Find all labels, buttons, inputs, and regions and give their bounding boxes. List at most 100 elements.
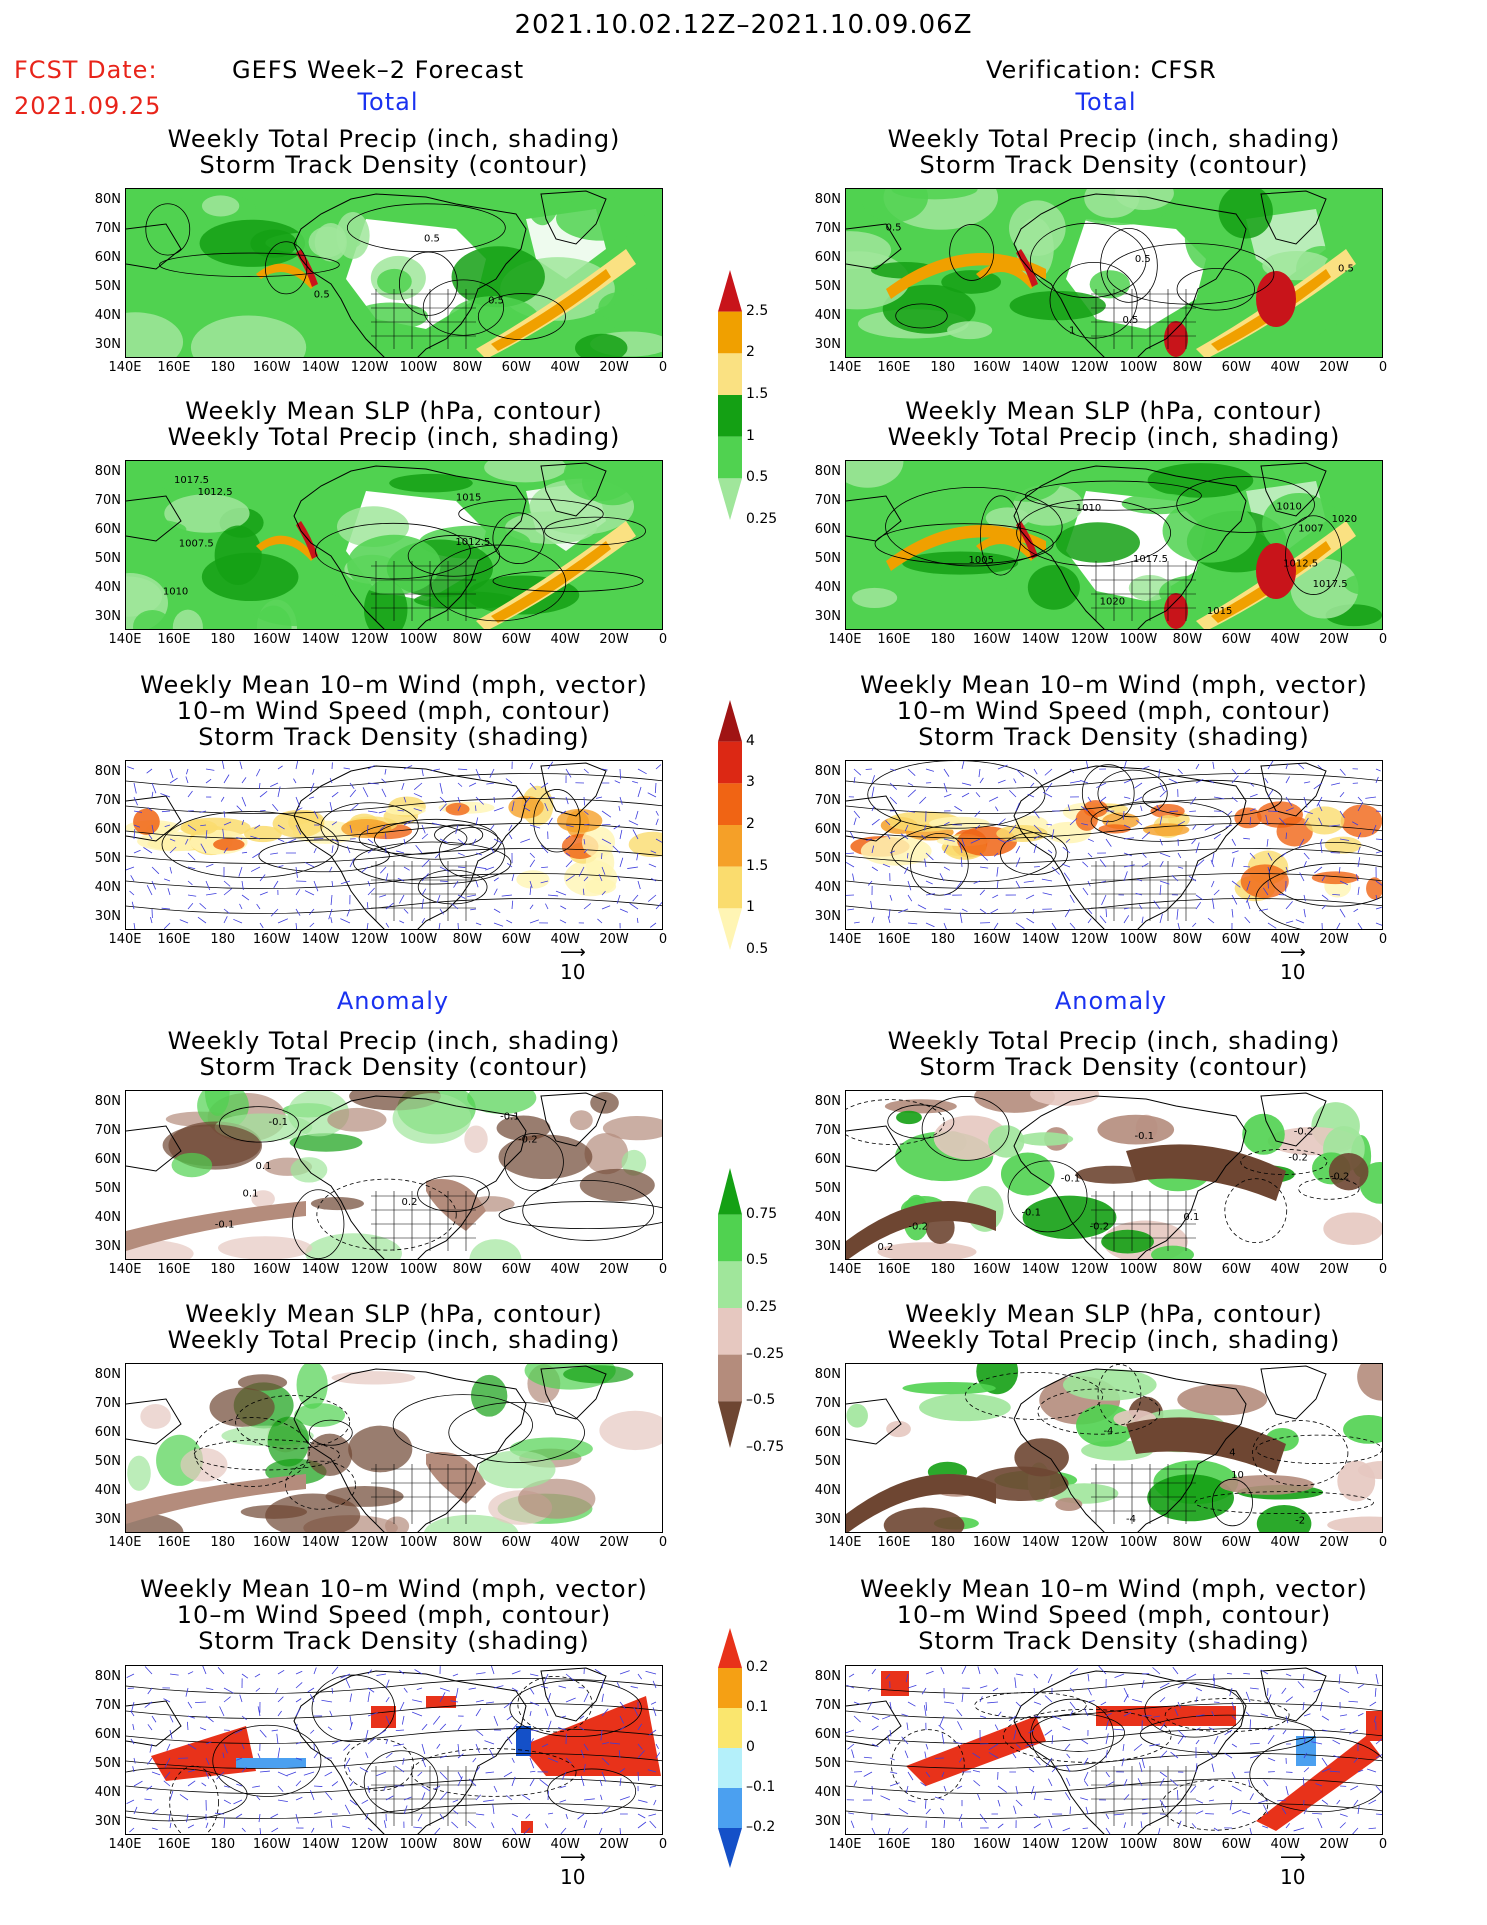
map-shading (846, 1364, 1382, 1532)
contour-label: -0.2 (908, 1222, 928, 1233)
lon-label: 120W (1070, 932, 1109, 947)
contour-label: -0.1 (1135, 1131, 1155, 1142)
lon-label: 140E (108, 1262, 142, 1277)
cfsr-panel-2-title-line-1: Weekly Mean SLP (hPa, contour) (905, 397, 1323, 425)
lat-label: 40N (94, 1483, 121, 1498)
colorbar-label: 1 (746, 427, 755, 444)
gefs-panel-5-title-line-1: Weekly Mean SLP (hPa, contour) (185, 1300, 603, 1328)
lat-label: 70N (94, 793, 121, 808)
lon-label: 80W (1172, 1535, 1203, 1550)
colorbar-swatch (718, 478, 742, 520)
map-shading (846, 1091, 1382, 1259)
contour-label: -0.1 (1021, 1207, 1041, 1218)
lat-label: 40N (814, 1785, 841, 1800)
contour-label: -2 (1295, 1515, 1305, 1526)
lat-label: 60N (814, 1152, 841, 1167)
lon-label: 100W (1119, 1535, 1158, 1550)
lon-label: 20W (599, 1262, 629, 1277)
colorbar-label: –0.5 (746, 1392, 776, 1409)
contour-label: 0.5 (1135, 254, 1151, 265)
lon-label: 160E (157, 1837, 191, 1852)
colorbar-label: 2.5 (746, 302, 769, 319)
lat-label: 60N (94, 1425, 121, 1440)
lon-label: 140W (1021, 1837, 1060, 1852)
gefs-anomaly-map-5 (125, 1363, 663, 1533)
lon-label: 180 (210, 1262, 236, 1277)
lon-label: 100W (1119, 360, 1158, 375)
right-column-title: Verification: CFSR (986, 56, 1217, 84)
right-section-anomaly: Anomaly (1054, 987, 1168, 1015)
lon-label: 0 (1378, 632, 1388, 647)
contour-label: 1020 (1100, 596, 1125, 607)
lon-label: 100W (399, 360, 438, 375)
contours (218, 1106, 662, 1259)
lon-label: 120W (350, 1535, 389, 1550)
lon-label: 160W (252, 932, 291, 947)
gefs-panel-5-title-line-2: Weekly Total Precip (inch, shading) (167, 1326, 621, 1354)
gefs-panel-1-title-line-2: Storm Track Density (contour) (199, 151, 589, 179)
contour-label: 1012.5 (1283, 558, 1318, 569)
lon-label: 160W (252, 360, 291, 375)
lat-label: 60N (94, 250, 121, 265)
lat-label: 30N (94, 609, 121, 624)
lon-label: 140W (301, 932, 340, 947)
lat-label: 50N (814, 1181, 841, 1196)
contour-label: 0.5 (886, 223, 902, 234)
colorbar-swatch (718, 1748, 742, 1788)
cfsr-panel-5-title-line-2: Weekly Total Precip (inch, shading) (887, 1326, 1341, 1354)
lat-label: 80N (814, 764, 841, 779)
vector-reference: ⟶ 10 (560, 1847, 586, 1890)
contour-label: 1010 (1076, 503, 1101, 514)
lon-label: 180 (210, 360, 236, 375)
cfsr-panel-3-title-line-1: Weekly Mean 10–m Wind (mph, vector) (860, 671, 1368, 699)
lon-label: 160E (877, 632, 911, 647)
lon-label: 20W (1319, 1837, 1349, 1852)
colorbar-label: 0.1 (746, 1699, 769, 1715)
contour-label: -0.2 (1090, 1222, 1110, 1233)
gefs-panel-6-title-line-1: Weekly Mean 10–m Wind (mph, vector) (140, 1575, 648, 1603)
lat-label: 50N (94, 1756, 121, 1771)
lon-label: 140E (828, 1837, 862, 1852)
colorbar-swatch (718, 908, 742, 950)
contour-label: -0.2 (1288, 1152, 1308, 1163)
lat-label: 50N (94, 1181, 121, 1196)
gefs-panel-6-title-line-2: 10–m Wind Speed (mph, contour) (176, 1601, 612, 1629)
lon-label: 80W (452, 1262, 483, 1277)
lon-label: 60W (1221, 1837, 1251, 1852)
lon-label: 60W (1221, 932, 1251, 947)
gefs-anomaly-map-6 (125, 1665, 663, 1835)
colorbar-swatch (718, 395, 742, 437)
colorbar-swatch (718, 866, 742, 909)
contour-label: -0.1 (269, 1117, 289, 1128)
lon-label: 160W (972, 1837, 1011, 1852)
lon-label: 0 (658, 1837, 668, 1852)
lon-label: 20W (599, 1535, 629, 1550)
lat-label: 60N (94, 822, 121, 837)
colorbar-label: 0.75 (746, 1205, 778, 1222)
lat-label: 70N (94, 493, 121, 508)
colorbar-label: 0.25 (746, 511, 778, 527)
colorbar-swatch (718, 1168, 742, 1215)
lon-label: 60W (501, 360, 531, 375)
lon-label: 160E (877, 1535, 911, 1550)
wind-vectors (846, 761, 1382, 929)
contour-label: 0.1 (1183, 1212, 1199, 1223)
lon-label: 40W (1270, 932, 1300, 947)
lat-label: 40N (94, 580, 121, 595)
lon-label: 20W (1319, 1262, 1349, 1277)
lon-label: 20W (1319, 360, 1349, 375)
lon-label: 140W (1021, 1262, 1060, 1277)
colorbar-swatch (718, 1308, 742, 1355)
contour-label: 0.5 (1338, 264, 1354, 275)
lon-label: 180 (210, 1837, 236, 1852)
lon-label: 40W (550, 632, 580, 647)
lon-label: 60W (501, 1837, 531, 1852)
cfsr-panel-3-title-line-3: Storm Track Density (shading) (918, 723, 1310, 751)
contour-label: 0.5 (488, 295, 504, 306)
lat-label: 30N (814, 1512, 841, 1527)
contour-label: 10 (1231, 1470, 1244, 1481)
lon-label: 160W (252, 632, 291, 647)
lon-label: 20W (1319, 632, 1349, 647)
lon-label: 160W (972, 360, 1011, 375)
colorbar-label: 0.25 (746, 1299, 778, 1315)
